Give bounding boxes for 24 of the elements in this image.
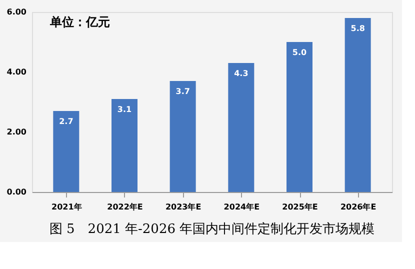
bar bbox=[170, 81, 196, 192]
data-label: 3.7 bbox=[176, 87, 190, 96]
annotation: 单位：亿元 bbox=[49, 15, 110, 29]
bar bbox=[286, 42, 312, 192]
data-label: 5.0 bbox=[292, 48, 308, 57]
x-tick-label: 2026年E bbox=[340, 202, 376, 212]
x-tick-label: 2021年 bbox=[52, 202, 82, 212]
y-tick-label: 4.00 bbox=[6, 68, 27, 76]
bar bbox=[228, 63, 254, 192]
y-tick-label: 6.00 bbox=[6, 8, 27, 16]
x-tick-label: 2022年E bbox=[107, 202, 143, 212]
data-label: 5.8 bbox=[350, 24, 366, 33]
data-label: 4.3 bbox=[234, 69, 248, 78]
x-tick-label: 2023年E bbox=[165, 202, 202, 212]
text: 图 5 2021 年-2026 年国内中间件定制化开发市场规模 bbox=[49, 222, 375, 237]
x-tick-label: 2024年E bbox=[224, 202, 260, 212]
data-label: 2.7 bbox=[59, 117, 74, 126]
y-tick-label: 0.00 bbox=[6, 188, 27, 196]
data-label: 3.1 bbox=[117, 105, 132, 114]
bar bbox=[112, 99, 138, 192]
bar bbox=[53, 111, 80, 192]
x-tick-label: 2025年E bbox=[282, 202, 318, 212]
y-tick-label: 2.00 bbox=[6, 128, 27, 136]
bar bbox=[344, 18, 371, 192]
